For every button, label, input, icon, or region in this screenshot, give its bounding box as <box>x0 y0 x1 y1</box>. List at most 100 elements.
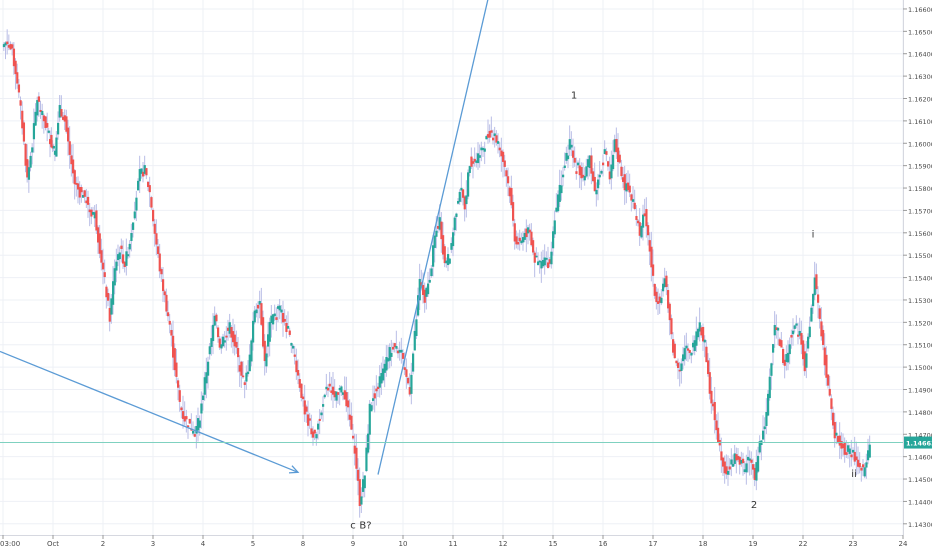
candle-body <box>507 176 510 184</box>
candle-body <box>147 181 150 188</box>
candle-body <box>812 294 815 307</box>
candle-body <box>685 345 688 349</box>
candle-body <box>188 418 191 424</box>
candle-body <box>132 222 135 230</box>
candle-body <box>652 264 655 276</box>
candle-body <box>253 310 256 323</box>
candle-body <box>593 176 596 192</box>
candle-body <box>60 109 63 117</box>
candle-body <box>175 362 178 377</box>
candle-body <box>31 147 34 153</box>
candle-body <box>65 116 68 132</box>
candle-body <box>403 367 406 370</box>
candle-body <box>768 376 771 399</box>
price-tick-label: 1.15000 <box>908 364 932 372</box>
price-tick-label: 1.14800 <box>908 409 932 417</box>
candle-body <box>97 227 100 243</box>
candle-body <box>490 130 493 133</box>
candle-body <box>138 169 141 182</box>
candle-body <box>460 187 463 191</box>
candle-body <box>365 447 368 472</box>
candle-body <box>628 185 631 193</box>
current-price-label: 1.14663 <box>904 436 932 449</box>
candle-body <box>495 135 498 143</box>
candle-body <box>193 434 196 437</box>
candle-body <box>55 137 58 157</box>
candle-body <box>44 116 47 128</box>
candle-body <box>722 457 725 467</box>
current-price-text: 1.14663 <box>906 440 932 448</box>
time-tick-label: 15 <box>549 540 558 548</box>
price-tick-label: 1.14400 <box>908 498 932 506</box>
candle-body <box>73 170 76 185</box>
candle-body <box>385 357 388 371</box>
candle-body <box>378 376 381 388</box>
candle-body <box>41 110 44 116</box>
price-tick-label: 1.15100 <box>908 342 932 350</box>
trendlines[interactable] <box>0 0 494 475</box>
candle-body <box>763 426 766 430</box>
candle-body <box>22 122 26 142</box>
candle-body <box>643 213 646 217</box>
candle-body <box>29 155 32 168</box>
candle-body <box>780 340 783 348</box>
candle-body <box>155 233 158 245</box>
candle-body <box>825 354 828 378</box>
candle-body <box>558 184 561 202</box>
candle-body <box>53 150 57 155</box>
time-tick-label: 2 <box>101 540 105 548</box>
time-axis-bg <box>0 535 932 550</box>
candle-body <box>400 349 403 353</box>
candle-body <box>272 314 275 325</box>
candle-body <box>318 418 321 421</box>
candle-body <box>82 195 85 198</box>
candle-body <box>395 345 398 349</box>
candle-body <box>243 382 246 385</box>
candle-body <box>178 390 181 402</box>
time-tick-label: 4 <box>201 540 206 548</box>
candle-body <box>280 309 283 313</box>
candle-wicks <box>3 29 871 518</box>
candle-body <box>282 312 285 323</box>
candle-body <box>458 191 461 202</box>
candle-body <box>678 369 681 372</box>
candle-body <box>405 369 408 377</box>
candle-body <box>667 290 670 309</box>
time-axis[interactable]: 03:00 Oct 2 3 4 5 8 9 10 11 12 15 16 17 18 19 22 23 24 <box>0 535 908 548</box>
candle-body <box>160 269 163 275</box>
candle-body <box>417 295 420 316</box>
candle-body <box>362 479 365 492</box>
candle-body <box>223 340 226 343</box>
candle-body <box>648 240 651 252</box>
candle-body <box>545 257 548 260</box>
candle-body <box>448 258 451 264</box>
candle-body <box>485 136 488 140</box>
candle-body <box>850 454 853 458</box>
candle-body <box>733 453 736 464</box>
candle-body <box>322 404 325 407</box>
candle-body <box>578 165 581 176</box>
candle-body <box>547 262 550 269</box>
candle-body <box>83 190 86 197</box>
candle-body <box>670 318 673 335</box>
candle-body <box>355 447 358 469</box>
candle-body <box>432 245 435 267</box>
candle-body <box>333 391 336 398</box>
candle-body <box>625 183 628 192</box>
candle-body <box>167 312 170 317</box>
candle-body <box>717 427 720 443</box>
candle-body <box>765 411 768 426</box>
price-axis[interactable]: 1.14300 1.14400 1.14500 1.14600 1.14700 1.148… <box>903 6 932 529</box>
candle-body <box>342 392 345 395</box>
candle-body <box>590 155 593 174</box>
price-tick-label: 1.15300 <box>908 297 932 305</box>
candle-body <box>275 317 278 320</box>
candle-body <box>12 48 16 67</box>
candle-body <box>36 100 39 116</box>
candle-body <box>173 348 176 371</box>
price-tick-label: 1.15200 <box>908 319 932 327</box>
candle-body <box>557 194 560 212</box>
candle-body <box>323 394 326 398</box>
candle-body <box>287 325 290 329</box>
